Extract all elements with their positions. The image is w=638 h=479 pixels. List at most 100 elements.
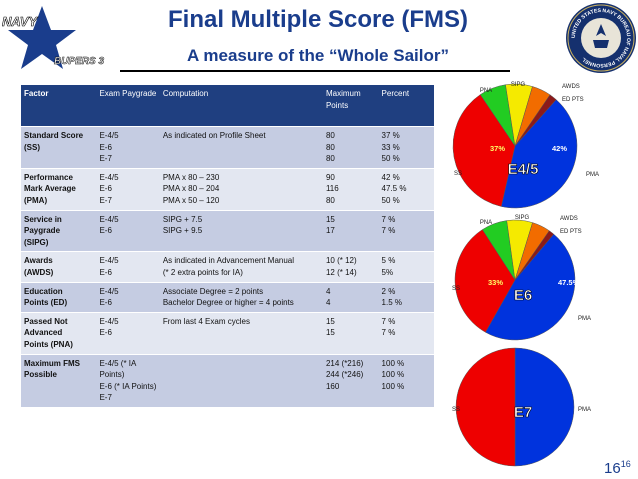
cell-line: Mark Average <box>24 184 76 194</box>
cell-line: E-6 <box>99 267 112 277</box>
fms-table: Factor Exam Paygrade Computation Maximum… <box>21 85 434 408</box>
cell-line: (AWDS) <box>24 267 54 277</box>
table-cell-max-points: 15 17 <box>322 210 379 253</box>
pie-title: E7 <box>514 404 532 421</box>
cell-line: 5% <box>381 267 394 277</box>
table-cell-factor: Service in Paygrade (SIPG) <box>21 210 97 253</box>
pie-chart-e7: PMA SS E7 <box>452 347 591 467</box>
table-cell-factor: Education Points (ED) <box>21 282 97 313</box>
pie-label: PMA <box>578 407 591 413</box>
pie-slice-pma <box>514 347 575 467</box>
pie-label: ED PTS <box>562 97 584 103</box>
cell-line: 80 <box>325 131 335 140</box>
cell-line: Performance <box>24 172 73 182</box>
cell-line: 100 % <box>381 358 405 368</box>
cell-line: Education <box>24 286 63 296</box>
page-title: Final Multiple Score (FMS) <box>167 6 468 33</box>
cell-line: Advanced <box>24 328 63 338</box>
cell-line: 7 % <box>381 214 396 224</box>
cell-line: 37 % <box>381 131 400 140</box>
table-cell-paygrade: E-4/5 E-6 <box>96 312 160 355</box>
table-cell-max-points: 214 (*216) 244 (*246) 160 <box>322 354 379 408</box>
table-cell-percent: 37 % 33 % 50 % <box>378 126 434 169</box>
star-icon <box>8 6 76 69</box>
table-cell-percent: 100 % 100 % 100 % <box>378 354 434 408</box>
pie-slice-pma <box>500 99 578 209</box>
table-cell-paygrade: E-4/5 E-6 <box>96 251 160 283</box>
header-cell-max-points: Maximum Points <box>322 85 379 127</box>
pie-label: SS <box>452 286 460 292</box>
cell-line: 100 % <box>381 381 405 391</box>
table-cell-computation: As indicated in Advancement Manual (* 2 e… <box>159 251 323 283</box>
cell-line: 15 <box>325 328 335 338</box>
cell-line: 33 % <box>381 142 400 152</box>
cell-line: 15 <box>325 316 335 326</box>
table-row: Education Points (ED) E-4/5 E-6 Associate De… <box>21 282 434 313</box>
pie-label: AWDS <box>562 84 580 90</box>
cell-line: 244 (*246) <box>325 370 364 380</box>
cell-line: 50 % <box>381 195 400 205</box>
pie-title: E6 <box>514 287 532 304</box>
navy-seal-icon: UNITED STATES NAVY BUREAU OF NAVAL PERSO… <box>566 3 636 73</box>
cell-line: (SIPG) <box>24 237 49 247</box>
table-row: Maximum FMS Possible E-4/5 (* IA Points) E-… <box>21 354 434 408</box>
cell-line: Points (ED) <box>24 298 68 308</box>
cell-line: E-6 <box>99 142 112 152</box>
cell-line: From last 4 Exam cycles <box>162 316 250 326</box>
table-cell-max-points: 10 (* 12) 12 (* 14) <box>322 251 379 283</box>
cell-line: 7 % <box>381 316 396 326</box>
cell-line: 4 <box>325 298 331 308</box>
cell-line: As indicated on Profile Sheet <box>162 131 266 140</box>
cell-line: E-4/5 (* IA Points) <box>99 358 136 380</box>
cell-line: SIPG + 9.5 <box>162 226 203 236</box>
table-cell-percent: 42 % 47.5 % 50 % <box>378 168 434 211</box>
cell-line: Maximum FMS <box>24 358 81 368</box>
page-subtitle: A measure of the “Whole Sailor” <box>187 46 449 65</box>
cell-line: 80 <box>325 142 335 152</box>
cell-line: (SS) <box>24 142 40 152</box>
cell-line: PMA x 80 – 230 <box>162 172 220 182</box>
cell-line: 50 % <box>381 154 400 164</box>
table-body: Standard Score (SS) E-4/5 E-6 E-7 As indicate… <box>21 126 434 408</box>
cell-line: E-4/5 <box>99 286 119 296</box>
pie-label: SS <box>454 171 462 177</box>
table-cell-factor: Standard Score (SS) <box>21 126 97 169</box>
page-number-superscript: 16 <box>620 459 631 469</box>
pie-slice-ed-pts <box>514 230 555 281</box>
cell-line: Standard Score <box>24 131 84 140</box>
logo-navy-text: NAVY <box>2 14 38 29</box>
table-cell-computation <box>159 354 323 408</box>
pie-title: E4/5 <box>508 161 539 178</box>
pie-label: ED PTS <box>560 229 582 235</box>
pie-label: PNA <box>480 220 492 226</box>
bupers-logo: NAVY BUPERS 3 <box>2 6 105 69</box>
cell-line: 12 (* 14) <box>325 267 357 277</box>
pie-percent-label: 33% <box>488 278 503 287</box>
table-row: Performance Mark Average (PMA) E-4/5 E-6 E-7 P… <box>21 168 434 211</box>
header-cell-percent: Percent <box>378 85 434 127</box>
cell-line: 214 (*216) <box>325 358 364 368</box>
cell-line: SIPG + 7.5 <box>162 214 203 224</box>
table-cell-max-points: 80 80 80 <box>322 126 379 169</box>
table-row: Awards (AWDS) E-4/5 E-6 As indicated in Adva… <box>21 251 434 283</box>
cell-line: 80 <box>325 195 335 205</box>
table-cell-paygrade: E-4/5 E-6 E-7 <box>96 168 160 211</box>
cell-line: E-6 <box>99 184 112 194</box>
pie-percent-label: 37% <box>490 144 505 153</box>
table-cell-max-points: 90 116 80 <box>322 168 379 211</box>
pie-label: SIPG <box>511 82 526 88</box>
pie-slice-ed-pts <box>514 94 557 147</box>
table-row: Standard Score (SS) E-4/5 E-6 E-7 As indicate… <box>21 126 434 169</box>
pie-label: PNA <box>480 88 492 94</box>
cell-line: Associate Degree = 2 points <box>162 286 264 296</box>
cell-line: E-4/5 <box>99 131 119 140</box>
logo-bupers-text: BUPERS 3 <box>54 56 104 67</box>
table-cell-computation: From last 4 Exam cycles <box>159 312 323 355</box>
cell-line: Service in <box>24 214 62 224</box>
table-row: Passed Not Advanced Points (PNA) E-4/5 E-6 Fr… <box>21 312 434 355</box>
table-row: Service in Paygrade (SIPG) E-4/5 E-6 SIPG + 7… <box>21 210 434 253</box>
cell-line: 2 % <box>381 286 396 296</box>
pie-label: PMA <box>578 316 591 322</box>
table-cell-percent: 7 % 7 % <box>378 312 434 355</box>
